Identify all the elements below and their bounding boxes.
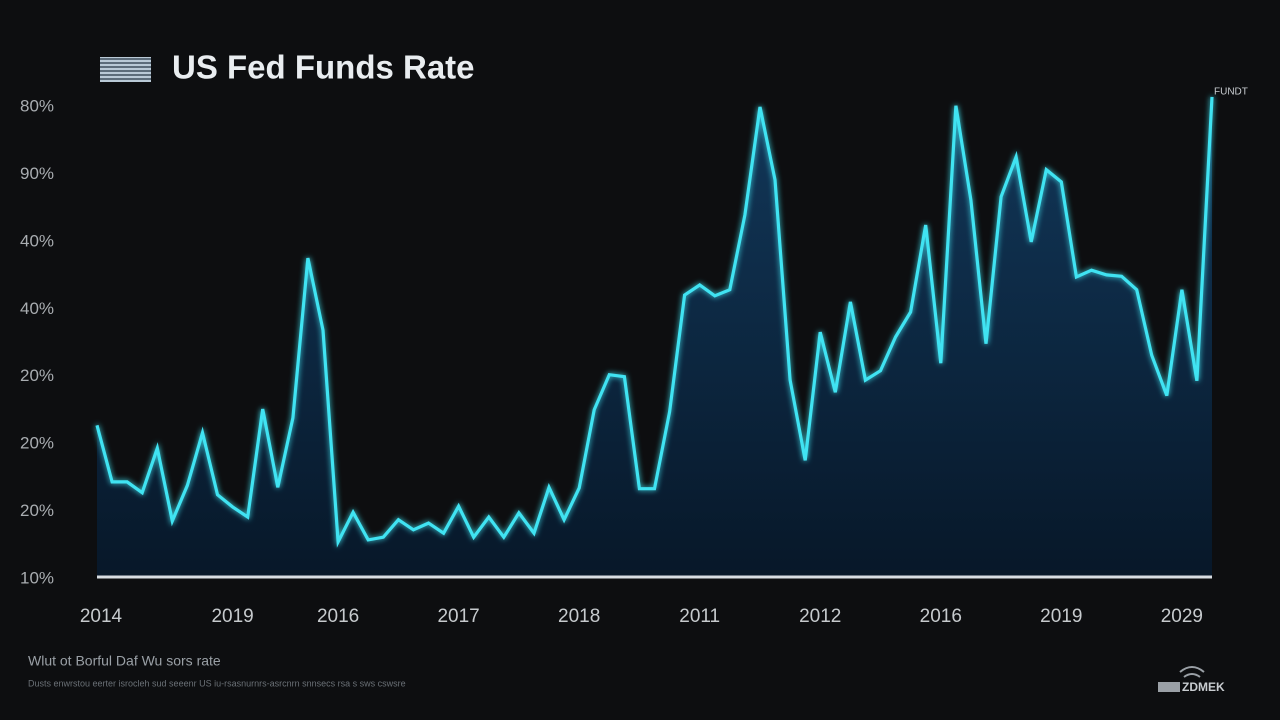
y-tick-label: 10%	[20, 568, 54, 587]
y-tick-label: 90%	[20, 164, 54, 183]
x-tick-label: 2018	[558, 606, 600, 627]
logo-block	[1158, 682, 1180, 692]
logo-icon	[1179, 666, 1205, 678]
line	[95, 96, 1214, 548]
logo: ZDMEK	[1158, 666, 1225, 694]
title-icon	[100, 57, 151, 82]
x-tick-label: 2017	[437, 606, 479, 627]
x-tick-label: 2029	[1161, 606, 1203, 627]
logo-text: ZDMEK	[1182, 680, 1225, 694]
y-tick-label: 80%	[20, 96, 54, 115]
x-tick-label: 2011	[679, 606, 720, 627]
footer-title: Wlut ot Borful Daf Wu sors rate	[28, 653, 221, 669]
y-tick-label: 20%	[20, 366, 54, 385]
footer-note: Dusts enwrstou eerter isrocleh sud seeen…	[28, 678, 406, 688]
x-tick-label: 2012	[799, 606, 841, 627]
area-fill	[97, 96, 1212, 578]
chart-title: US Fed Funds Rate	[172, 49, 475, 86]
x-tick-label: 2016	[317, 606, 359, 627]
corner-label: FUNDT	[1214, 87, 1248, 98]
x-tick-label: 2019	[211, 606, 253, 627]
y-tick-label: 20%	[20, 434, 54, 453]
x-tick-label: 2016	[920, 606, 962, 627]
y-tick-label: 40%	[20, 299, 54, 318]
y-tick-label: 20%	[20, 501, 54, 520]
y-tick-label: 40%	[20, 231, 54, 250]
x-tick-label: 2019	[1040, 606, 1082, 627]
x-tick-label: 2014	[80, 606, 123, 627]
